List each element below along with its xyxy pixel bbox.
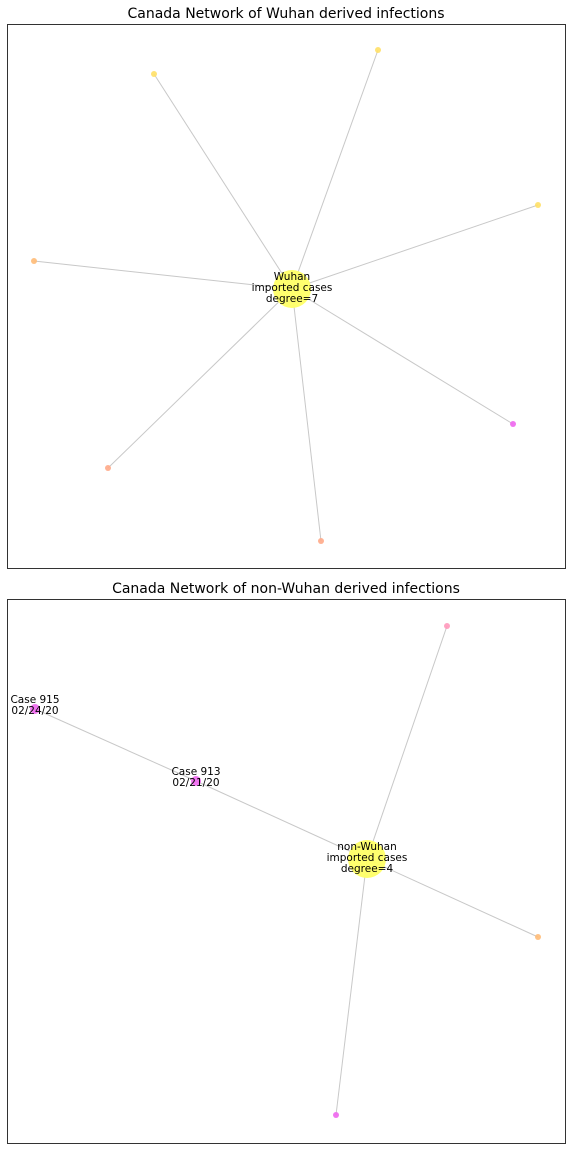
edge-hub-w1 xyxy=(153,73,293,290)
non-wuhan-network-panel: Canada Network of non-Wuhan derived infe… xyxy=(7,581,566,1144)
node-label-line: 02/24/20 xyxy=(11,705,58,717)
edge-n2-n3 xyxy=(34,708,197,782)
node-n2[interactable] xyxy=(30,704,40,714)
node-label: Case 915 02/24/20 xyxy=(10,694,59,717)
plot-frame xyxy=(7,24,566,569)
hub-label-line: degree=4 xyxy=(341,863,394,875)
node-n1[interactable] xyxy=(444,623,450,629)
node-label-line: Case 913 xyxy=(171,766,220,778)
node-w7[interactable] xyxy=(318,538,324,544)
hub-node[interactable] xyxy=(348,840,386,878)
plot-frame xyxy=(7,599,566,1144)
edge-hub-w6 xyxy=(107,288,293,469)
node-w4[interactable] xyxy=(31,258,37,264)
edge-hub-w3 xyxy=(291,204,539,290)
edge-hub-n4 xyxy=(366,858,539,938)
panel-title: Canada Network of Wuhan derived infectio… xyxy=(127,6,444,22)
hub-label: non-Wuhan imported cases degree=4 xyxy=(327,841,408,875)
edge-hub-w5 xyxy=(291,288,514,425)
edge-hub-n1 xyxy=(366,625,448,860)
wuhan-network-panel: Canada Network of Wuhan derived infectio… xyxy=(7,6,566,569)
hub-label-line: degree=7 xyxy=(266,293,318,305)
node-w3[interactable] xyxy=(535,202,541,208)
edge-hub-w2 xyxy=(291,49,379,290)
label-layer: Wuhan imported cases degree=7 xyxy=(252,271,333,305)
node-label-line: Case 915 xyxy=(10,694,59,706)
node-layer xyxy=(30,623,541,1118)
label-layer: Case 915 02/24/20 Case 913 02/21/20 non-Wuha… xyxy=(10,694,407,875)
hub-label-line: Wuhan xyxy=(274,271,310,283)
node-layer xyxy=(31,47,541,544)
hub-node[interactable] xyxy=(273,270,311,308)
hub-label-line: imported cases xyxy=(252,282,333,294)
edge-hub-w7 xyxy=(291,288,322,542)
hub-label-line: imported cases xyxy=(327,852,408,864)
edge-layer xyxy=(34,625,539,1116)
node-w6[interactable] xyxy=(105,465,111,471)
node-w1[interactable] xyxy=(151,71,157,77)
node-label-line: 02/21/20 xyxy=(172,777,219,789)
edge-hub-w4 xyxy=(33,260,293,290)
edge-layer xyxy=(33,49,539,542)
node-label: Case 913 02/21/20 xyxy=(171,766,220,789)
hub-label-line: non-Wuhan xyxy=(337,841,397,853)
node-n5[interactable] xyxy=(333,1112,339,1118)
node-w2[interactable] xyxy=(375,47,381,53)
node-n3[interactable] xyxy=(191,776,201,786)
panel-title: Canada Network of non-Wuhan derived infe… xyxy=(112,581,460,597)
edge-hub-n5 xyxy=(335,858,368,1116)
hub-label: Wuhan imported cases degree=7 xyxy=(252,271,333,305)
node-n4[interactable] xyxy=(535,934,541,940)
node-w5[interactable] xyxy=(510,421,516,427)
edge-n3-hub xyxy=(195,780,368,860)
